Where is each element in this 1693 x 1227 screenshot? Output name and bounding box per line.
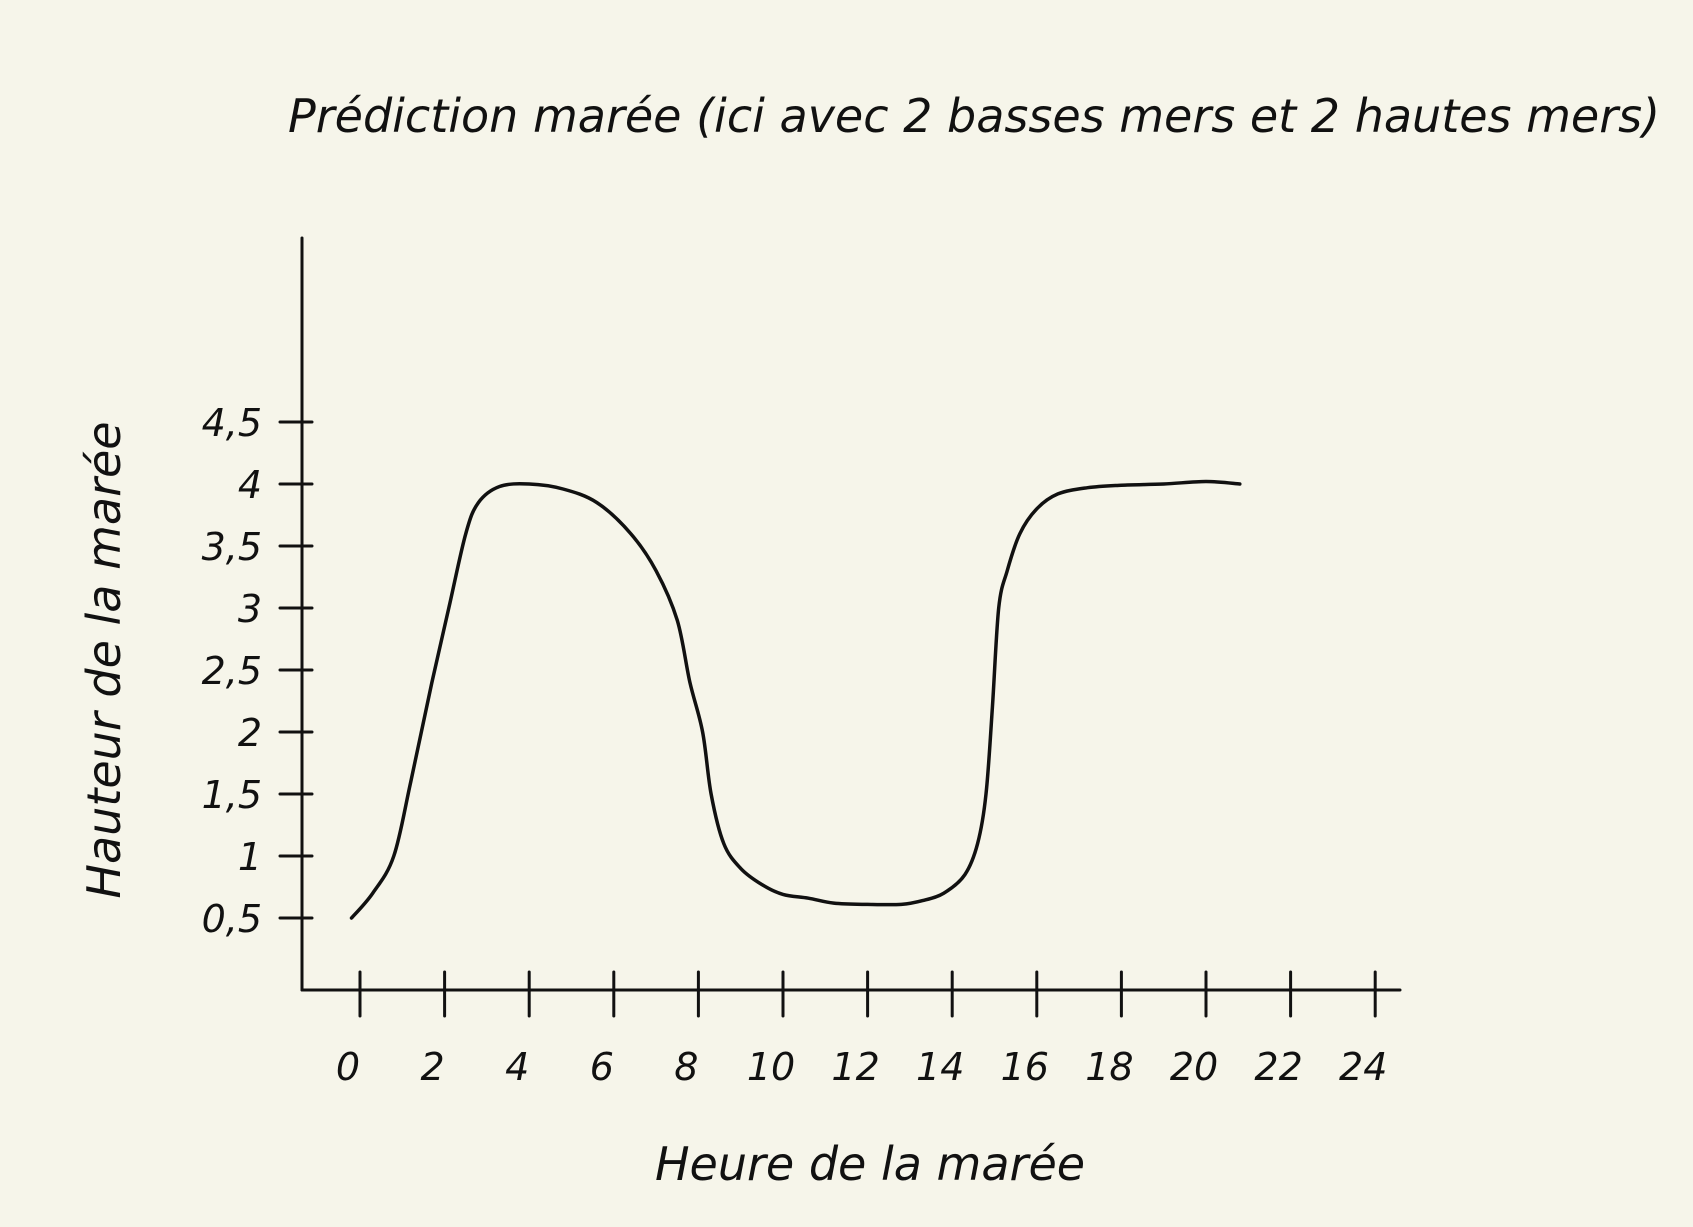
y-tick-label: 3 <box>238 587 262 631</box>
x-tick-label: 10 <box>747 1045 795 1089</box>
x-tick-label: 8 <box>674 1045 698 1089</box>
ticks-group: 0,511,522,533,544,50 2 4 6 8 10 12 14 16 18 20 22 24 <box>202 401 1388 1089</box>
x-tick-label: 2 <box>421 1045 445 1089</box>
y-tick-label: 4 <box>238 463 262 507</box>
y-tick-label: 2 <box>238 711 262 755</box>
x-tick-label: 20 <box>1170 1045 1218 1089</box>
series-group <box>349 479 1242 920</box>
tide-series-line <box>349 479 1242 920</box>
y-tick-label: 1 <box>238 835 262 879</box>
x-tick-label: 22 <box>1254 1045 1302 1089</box>
y-tick-label: 4,5 <box>202 401 262 445</box>
x-tick-label: 14 <box>916 1045 964 1089</box>
x-tick-label: 16 <box>1001 1045 1049 1089</box>
x-tick-label: 4 <box>505 1045 529 1089</box>
y-tick-label: 1,5 <box>202 773 262 817</box>
y-tick-label: 0,5 <box>202 897 262 941</box>
chart-title: Prédiction marée (ici avec 2 basses mers… <box>288 89 1660 143</box>
x-tick-label: 6 <box>590 1045 614 1089</box>
x-tick-label: 24 <box>1339 1045 1387 1089</box>
y-tick-label: 3,5 <box>202 525 262 569</box>
y-tick-label: 2,5 <box>202 649 262 693</box>
x-axis-label: Heure de la marée <box>655 1137 1085 1191</box>
x-tick-label: 0 <box>336 1045 360 1089</box>
x-tick-label: 18 <box>1085 1045 1133 1089</box>
y-axis-label: Hauteur de la marée <box>77 421 131 898</box>
x-tick-label: 12 <box>831 1045 879 1089</box>
